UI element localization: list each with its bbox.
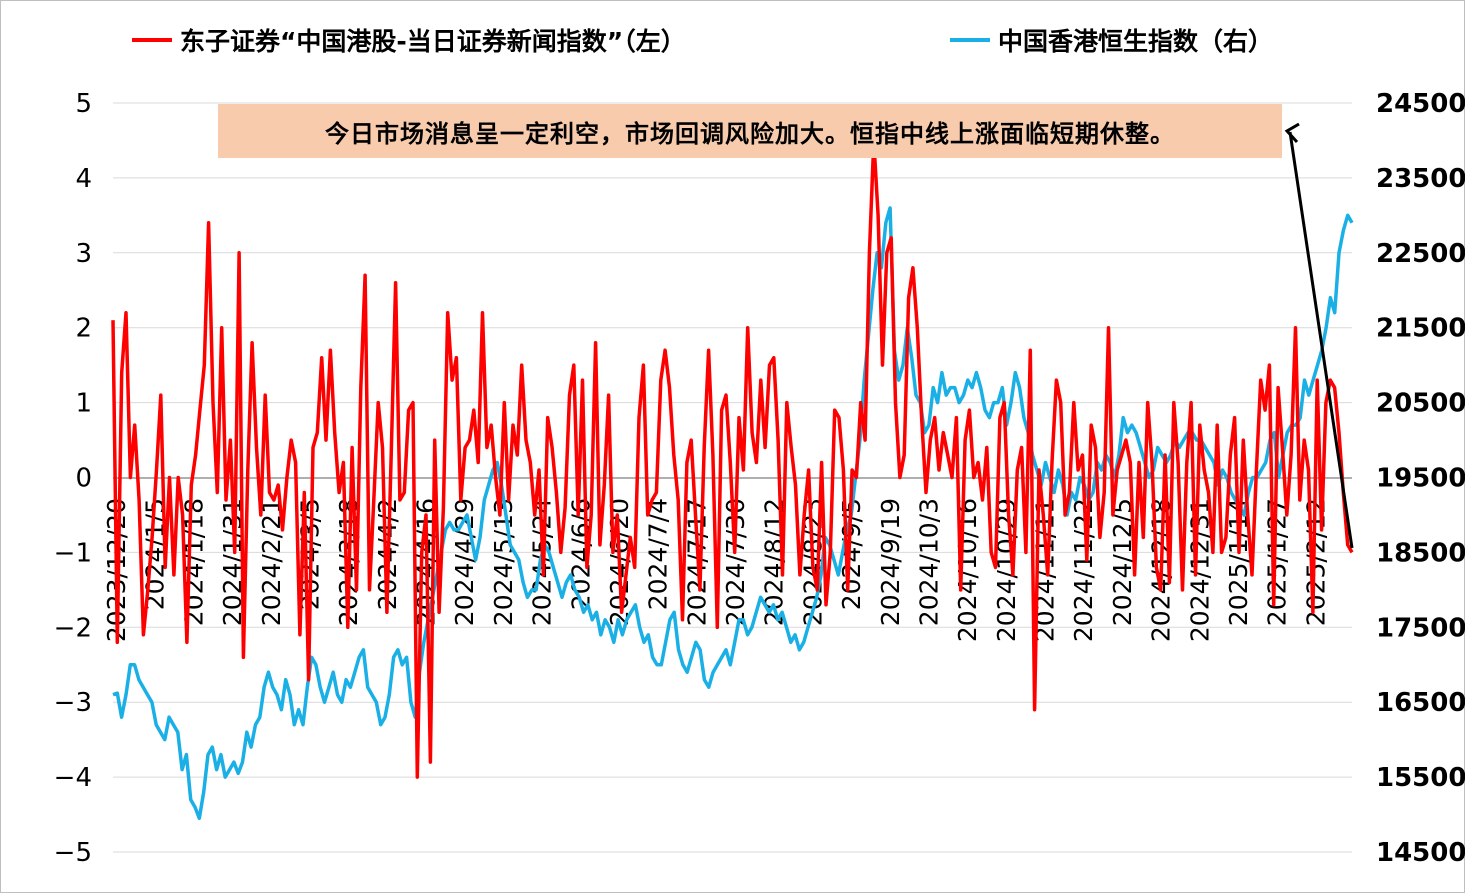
y-right-tick-label: 24500 xyxy=(1376,89,1465,119)
series-lines xyxy=(111,138,1354,821)
legend-item-left: 东子证券“中国港股-当日证券新闻指数”（左） xyxy=(132,22,686,58)
y-right-tick-label: 17500 xyxy=(1376,613,1465,643)
series-line-news-index xyxy=(111,138,1354,779)
y-right-tick-label: 21500 xyxy=(1376,314,1465,344)
x-tick-label: 2024/5/13 xyxy=(489,498,518,626)
y-left-tick-label: 4 xyxy=(75,164,92,194)
x-tick-label: 2024/9/19 xyxy=(876,498,905,626)
y-left-tick-label: 3 xyxy=(75,239,92,269)
y-left-tick-label: −2 xyxy=(54,613,92,643)
legend-swatch-right xyxy=(950,38,990,42)
y-right-tick-label: 15500 xyxy=(1376,763,1465,793)
arrow-line xyxy=(1288,131,1354,549)
y-left-tick-label: −5 xyxy=(54,838,92,868)
legend-swatch-left xyxy=(132,38,172,42)
y-right-tick-label: 16500 xyxy=(1376,688,1465,718)
legend-label-left: 东子证券“中国港股-当日证券新闻指数”（左） xyxy=(180,27,686,56)
y-axis-right: 24500 23500 22500 21500 20500 19500 18500 17500… xyxy=(1376,89,1465,868)
y-right-tick-label: 20500 xyxy=(1376,389,1465,419)
x-tick-label: 2024/7/4 xyxy=(644,498,673,610)
annotation-arrow xyxy=(1284,122,1354,549)
arrow-head xyxy=(1284,122,1300,144)
y-left-tick-label: −1 xyxy=(54,538,92,568)
gridlines xyxy=(113,102,1352,853)
y-right-tick-label: 18500 xyxy=(1376,538,1465,568)
annotation-text: 今日市场消息呈一定利空，市场回调风险加大。恒指中线上涨面临短期休整。 xyxy=(325,119,1175,148)
legend-label-right: 中国香港恒生指数（右） xyxy=(998,27,1274,56)
y-right-tick-label: 19500 xyxy=(1376,464,1465,494)
y-left-tick-label: −3 xyxy=(54,688,92,718)
y-left-tick-label: 2 xyxy=(75,314,92,344)
y-axis-left: 5 4 3 2 1 0 −1 −2 −3 −4 −5 xyxy=(54,89,92,868)
y-right-tick-label: 22500 xyxy=(1376,239,1465,269)
y-right-tick-label: 23500 xyxy=(1376,164,1465,194)
annotation-box: 今日市场消息呈一定利空，市场回调风险加大。恒指中线上涨面临短期休整。 xyxy=(218,104,1282,158)
y-left-tick-label: 1 xyxy=(75,389,92,419)
y-left-tick-label: 0 xyxy=(75,464,92,494)
x-tick-label: 2024/10/3 xyxy=(914,498,943,626)
y-left-tick-label: 5 xyxy=(75,89,92,119)
x-tick-label: 2025/1/27 xyxy=(1263,498,1292,626)
y-right-tick-label: 14500 xyxy=(1376,838,1465,868)
legend-item-right: 中国香港恒生指数（右） xyxy=(950,22,1273,58)
y-left-tick-label: −4 xyxy=(54,763,92,793)
